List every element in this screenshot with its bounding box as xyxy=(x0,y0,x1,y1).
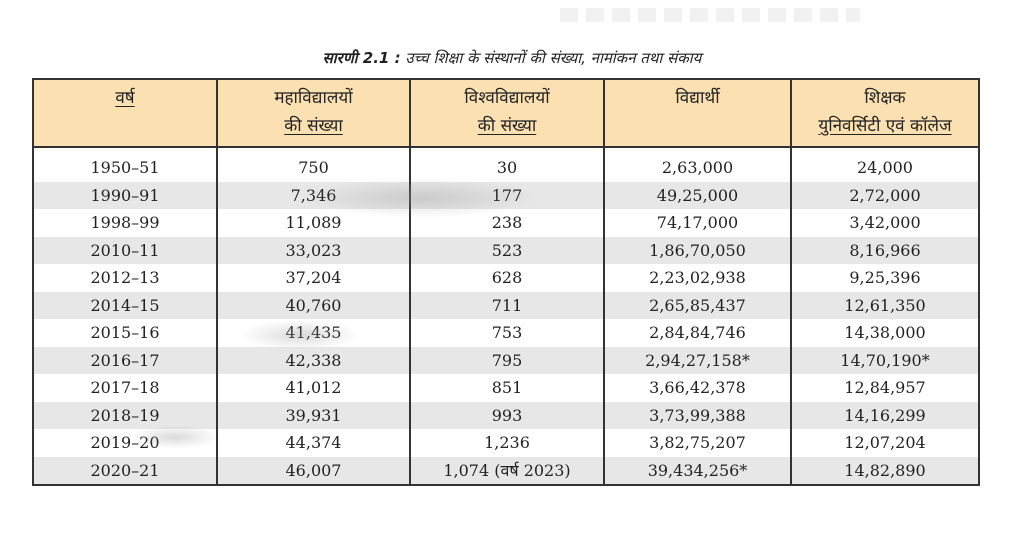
cell-universities: 1,236 xyxy=(409,429,605,457)
cell-colleges: 42,338 xyxy=(216,346,411,374)
table-row: 2016–17 42,338 795 2,94,27,158* 14,70,190* xyxy=(32,346,980,374)
cell-teachers: 12,07,204 xyxy=(790,429,980,457)
cell-teachers: 14,70,190* xyxy=(790,346,980,374)
table-row: 2017–18 41,012 851 3,66,42,378 12,84,957 xyxy=(32,374,980,402)
cell-teachers: 8,16,966 xyxy=(790,236,980,264)
cell-teachers: 3,42,000 xyxy=(790,209,980,237)
cell-teachers: 12,61,350 xyxy=(790,291,980,319)
table-row: 2018–19 39,931 993 3,73,99,388 14,16,299 xyxy=(32,401,980,429)
cell-year: 2017–18 xyxy=(32,374,218,402)
table-body: 1950–51 750 30 2,63,000 24,000 1990–91 7,346 17… xyxy=(32,147,980,486)
cell-universities: 1,074 (वर्ष 2023) xyxy=(409,456,605,486)
cell-students: 2,65,85,437 xyxy=(603,291,792,319)
cell-students: 3,82,75,207 xyxy=(603,429,792,457)
cell-students: 2,94,27,158* xyxy=(603,346,792,374)
cell-year: 1950–51 xyxy=(32,147,218,182)
cell-colleges: 37,204 xyxy=(216,264,411,292)
cell-teachers: 12,84,957 xyxy=(790,374,980,402)
table-row: 2012–13 37,204 628 2,23,02,938 9,25,396 xyxy=(32,264,980,292)
cell-universities: 238 xyxy=(409,209,605,237)
cell-students: 2,63,000 xyxy=(603,147,792,182)
caption-text: उच्च शिक्षा के संस्थानों की संख्या, नामा… xyxy=(400,49,702,67)
table-row: 2019–20 44,374 1,236 3,82,75,207 12,07,204 xyxy=(32,429,980,457)
cell-teachers: 14,38,000 xyxy=(790,319,980,347)
cell-year: 2014–15 xyxy=(32,291,218,319)
cell-colleges: 11,089 xyxy=(216,209,411,237)
cell-students: 74,17,000 xyxy=(603,209,792,237)
cell-year: 2018–19 xyxy=(32,401,218,429)
header-colleges: महाविद्यालयों की संख्या xyxy=(216,78,411,148)
cell-colleges: 44,374 xyxy=(216,429,411,457)
table-row: 2014–15 40,760 711 2,65,85,437 12,61,350 xyxy=(32,291,980,319)
cell-colleges: 41,435 xyxy=(216,319,411,347)
cell-universities: 628 xyxy=(409,264,605,292)
cell-colleges: 33,023 xyxy=(216,236,411,264)
table-row: 1950–51 750 30 2,63,000 24,000 xyxy=(32,147,980,182)
cell-universities: 993 xyxy=(409,401,605,429)
cell-universities: 753 xyxy=(409,319,605,347)
cell-students: 3,66,42,378 xyxy=(603,374,792,402)
table-caption: सारणी 2.1 : उच्च शिक्षा के संस्थानों की … xyxy=(0,48,1024,68)
table-row: 2010–11 33,023 523 1,86,70,050 8,16,966 xyxy=(32,236,980,264)
cell-year: 2015–16 xyxy=(32,319,218,347)
cell-year: 2012–13 xyxy=(32,264,218,292)
cell-teachers: 2,72,000 xyxy=(790,181,980,209)
cell-year: 2016–17 xyxy=(32,346,218,374)
cell-students: 49,25,000 xyxy=(603,181,792,209)
cell-year: 1998–99 xyxy=(32,209,218,237)
header-year: वर्ष xyxy=(32,78,218,148)
cell-students: 39,434,256* xyxy=(603,456,792,486)
cell-students: 3,73,99,388 xyxy=(603,401,792,429)
higher-education-table: वर्ष महाविद्यालयों की संख्या विश्वविद्या… xyxy=(32,78,980,486)
cell-universities: 30 xyxy=(409,147,605,182)
cell-year: 1990–91 xyxy=(32,181,218,209)
cell-year: 2010–11 xyxy=(32,236,218,264)
cell-colleges: 750 xyxy=(216,147,411,182)
cell-year: 2019–20 xyxy=(32,429,218,457)
cell-teachers: 9,25,396 xyxy=(790,264,980,292)
cell-universities: 711 xyxy=(409,291,605,319)
cell-universities: 851 xyxy=(409,374,605,402)
table-row: 2015–16 41,435 753 2,84,84,746 14,38,000 xyxy=(32,319,980,347)
cell-teachers: 24,000 xyxy=(790,147,980,182)
cell-colleges: 41,012 xyxy=(216,374,411,402)
table-row: 1998–99 11,089 238 74,17,000 3,42,000 xyxy=(32,209,980,237)
cell-students: 2,84,84,746 xyxy=(603,319,792,347)
table-row: 1990–91 7,346 177 49,25,000 2,72,000 xyxy=(32,181,980,209)
cell-universities: 177 xyxy=(409,181,605,209)
cell-colleges: 39,931 xyxy=(216,401,411,429)
caption-label: सारणी 2.1 : xyxy=(322,49,401,67)
table-header-row: वर्ष महाविद्यालयों की संख्या विश्वविद्या… xyxy=(32,78,980,148)
table-row: 2020–21 46,007 1,074 (वर्ष 2023) 39,434,256… xyxy=(32,456,980,486)
faded-header-text xyxy=(560,8,860,22)
cell-students: 1,86,70,050 xyxy=(603,236,792,264)
cell-colleges: 46,007 xyxy=(216,456,411,486)
header-universities: विश्वविद्यालयों की संख्या xyxy=(409,78,605,148)
cell-year: 2020–21 xyxy=(32,456,218,486)
header-students: विद्यार्थी xyxy=(603,78,792,148)
cell-colleges: 7,346 xyxy=(216,181,411,209)
cell-universities: 523 xyxy=(409,236,605,264)
header-teachers: शिक्षक युनिवर्सिटी एवं कॉलेज xyxy=(790,78,980,148)
cell-students: 2,23,02,938 xyxy=(603,264,792,292)
cell-teachers: 14,82,890 xyxy=(790,456,980,486)
cell-universities: 795 xyxy=(409,346,605,374)
cell-colleges: 40,760 xyxy=(216,291,411,319)
cell-teachers: 14,16,299 xyxy=(790,401,980,429)
